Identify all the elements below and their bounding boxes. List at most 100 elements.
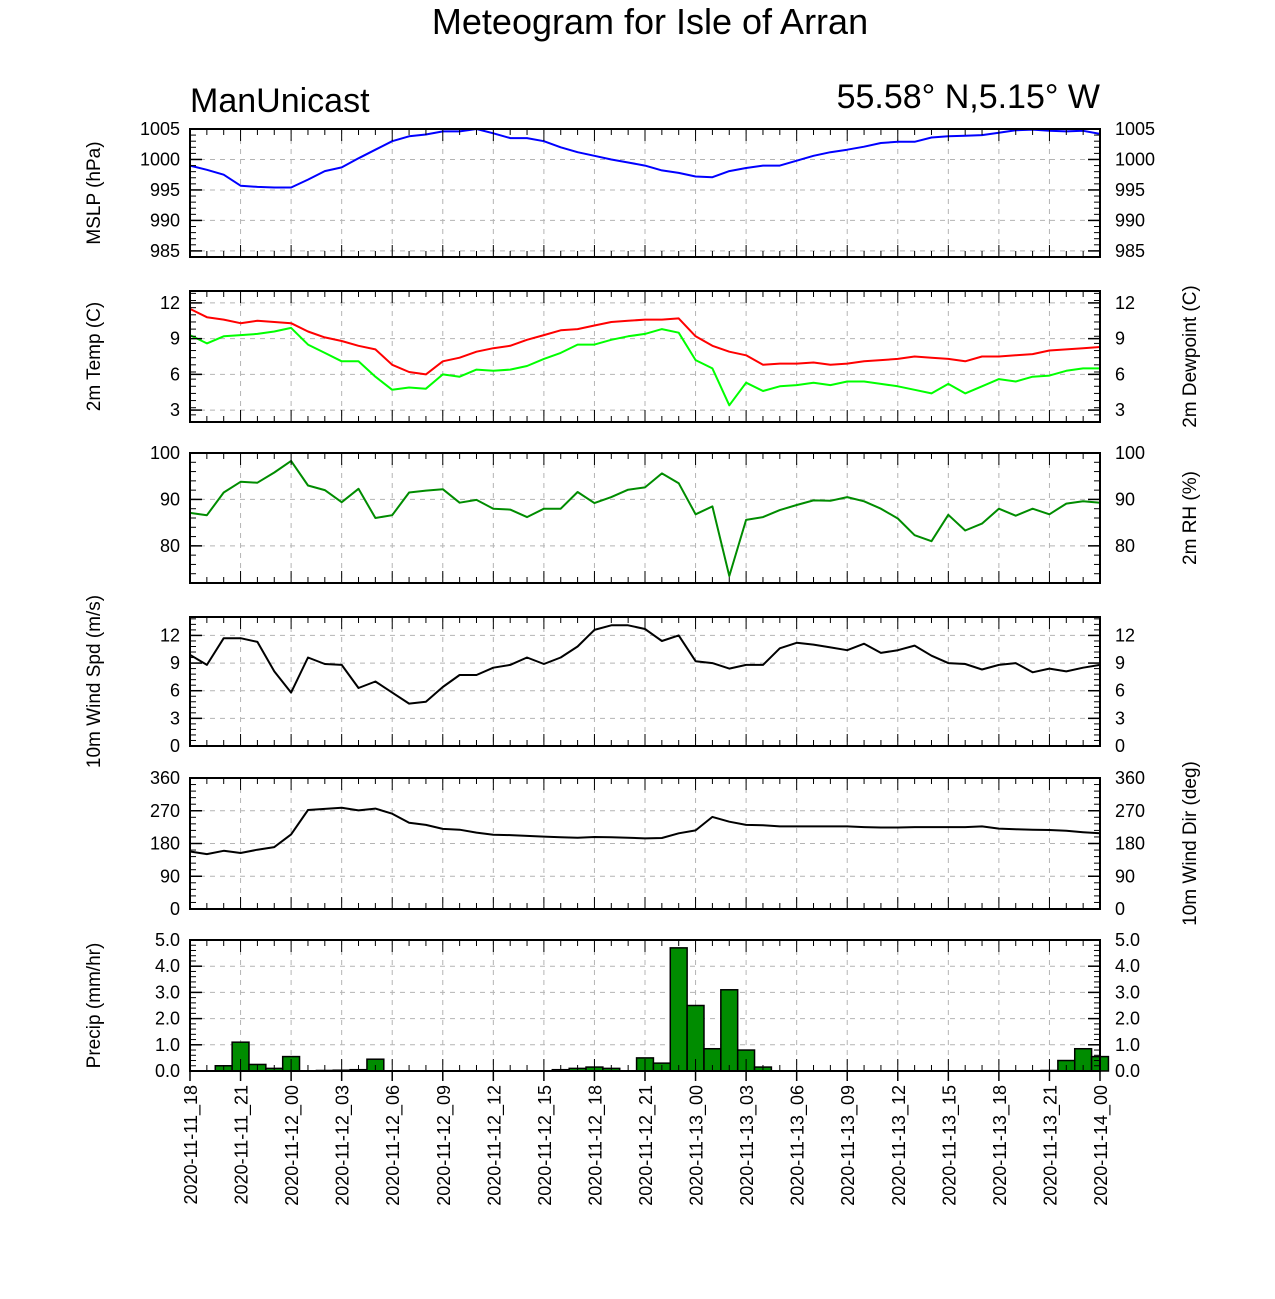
y-tick-label-left: 985 xyxy=(150,241,180,261)
y-tick-label-left: 1.0 xyxy=(155,1035,180,1055)
y-tick-label-left: 990 xyxy=(150,210,180,230)
y-tick-label-left: 2.0 xyxy=(155,1009,180,1029)
y-tick-label-left: 6 xyxy=(170,364,180,384)
y-tick-label-right: 985 xyxy=(1115,241,1145,261)
x-tick-label: 2020-11-12_21 xyxy=(636,1085,657,1206)
y-tick-label-left: 180 xyxy=(150,834,180,854)
y-tick-label-right: 5.0 xyxy=(1115,930,1140,950)
y-tick-label-left: 6 xyxy=(170,681,180,701)
y-tick-label-left: 360 xyxy=(150,768,180,788)
y-tick-label-left: 90 xyxy=(160,489,180,509)
y-tick-label-right: 100 xyxy=(1115,443,1145,463)
x-tick-label: 2020-11-13_06 xyxy=(788,1085,809,1206)
y-tick-label-left: 9 xyxy=(170,653,180,673)
y-tick-label-right: 0 xyxy=(1115,899,1125,919)
y-tick-label-left: 9 xyxy=(170,329,180,349)
x-tick-label: 2020-11-12_09 xyxy=(434,1085,455,1206)
panel-mslp: 985 985 990 990 995 995 1000 1000 1005 1005 MSLP (… xyxy=(84,119,1155,261)
y-tick-label-left: 100 xyxy=(150,443,180,463)
y-tick-label-right: 2.0 xyxy=(1115,1009,1140,1029)
y-tick-label-right: 0.0 xyxy=(1115,1061,1140,1081)
y-tick-label-right: 1005 xyxy=(1115,119,1155,139)
y-tick-label-right: 9 xyxy=(1115,653,1125,673)
y-tick-label-right: 9 xyxy=(1115,329,1125,349)
y-tick-label-right: 4.0 xyxy=(1115,956,1140,976)
panel-wdir: 0 0 90 90 180 180 270 270 360 360 10m Wind Dir (de… xyxy=(150,761,1201,926)
x-tick-label: 2020-11-13_12 xyxy=(889,1085,910,1206)
y-tick-label-left: 1000 xyxy=(140,149,180,169)
y-tick-label-right: 1.0 xyxy=(1115,1035,1140,1055)
panel-temp: 3 3 6 6 9 9 12 12 2m Temp (C) 2m Dewpoint (C) xyxy=(84,285,1201,428)
y-tick-label-right: 360 xyxy=(1115,768,1145,788)
precip-bar xyxy=(669,947,688,1072)
y-tick-label-right: 80 xyxy=(1115,536,1135,556)
y-tick-label-right: 6 xyxy=(1115,364,1125,384)
x-tick-label: 2020-11-13_03 xyxy=(737,1085,758,1206)
x-tick-label: 2020-11-11_21 xyxy=(232,1085,253,1204)
location-label: 55.58° N,5.15° W xyxy=(837,78,1100,116)
x-tick-label: 2020-11-12_18 xyxy=(585,1085,606,1206)
x-tick-label: 2020-11-12_03 xyxy=(333,1085,354,1206)
y-tick-label-left: 0 xyxy=(170,899,180,919)
temp-series-line-0 xyxy=(189,308,1101,376)
y-tick-label-left: 0.0 xyxy=(155,1061,180,1081)
panel-wspd: 0 0 3 3 6 6 9 9 12 12 10m Wind Spd (m/s) xyxy=(84,595,1135,768)
x-tick-label: 2020-11-11_18 xyxy=(181,1085,202,1204)
y-axis-label-left: MSLP (hPa) xyxy=(84,141,105,244)
chart-title: Meteogram for Isle of Arran xyxy=(432,1,868,42)
y-tick-label-left: 995 xyxy=(150,180,180,200)
y-tick-label-right: 995 xyxy=(1115,180,1145,200)
panel-rh: 80 80 90 90 100 100 2m RH (%) xyxy=(150,443,1201,584)
y-axis-label-left: Precip (mm/hr) xyxy=(84,943,105,1069)
model-label: ManUnicast xyxy=(190,82,370,120)
y-tick-label-left: 90 xyxy=(160,866,180,886)
x-tick-label: 2020-11-13_00 xyxy=(687,1085,708,1206)
y-tick-label-left: 5.0 xyxy=(155,930,180,950)
y-tick-label-right: 12 xyxy=(1115,293,1135,313)
x-tick-label: 2020-11-12_15 xyxy=(535,1085,556,1206)
y-tick-label-right: 3 xyxy=(1115,708,1125,728)
y-tick-label-right: 1000 xyxy=(1115,149,1155,169)
panel-precip: 0.0 0.0 1.0 1.0 2.0 2.0 3.0 3.0 4.0 4.0 5.0 5.0 Prec… xyxy=(84,930,1140,1081)
wdir-series-line-0 xyxy=(189,806,1101,856)
y-tick-label-right: 180 xyxy=(1115,834,1145,854)
y-tick-label-right: 0 xyxy=(1115,736,1125,756)
y-tick-label-left: 3 xyxy=(170,708,180,728)
y-tick-label-left: 0 xyxy=(170,736,180,756)
y-tick-label-right: 90 xyxy=(1115,866,1135,886)
y-tick-label-left: 4.0 xyxy=(155,956,180,976)
precip-bar xyxy=(720,989,739,1072)
y-tick-label-right: 3.0 xyxy=(1115,982,1140,1002)
x-tick-label: 2020-11-12_06 xyxy=(383,1085,404,1206)
y-tick-label-left: 12 xyxy=(160,625,180,645)
y-tick-label-right: 3 xyxy=(1115,400,1125,420)
x-tick-label: 2020-11-12_00 xyxy=(282,1085,303,1206)
x-tick-label: 2020-11-12_12 xyxy=(484,1085,505,1206)
y-tick-label-right: 90 xyxy=(1115,489,1135,509)
y-tick-label-left: 3 xyxy=(170,400,180,420)
x-tick-label: 2020-11-13_15 xyxy=(939,1085,960,1206)
x-tick-label: 2020-11-13_09 xyxy=(838,1085,859,1206)
y-tick-label-right: 6 xyxy=(1115,681,1125,701)
y-tick-label-left: 270 xyxy=(150,801,180,821)
y-tick-label-left: 80 xyxy=(160,536,180,556)
temp-series-line-1 xyxy=(189,326,1100,407)
y-tick-label-right: 12 xyxy=(1115,625,1135,645)
x-tick-label: 2020-11-13_18 xyxy=(990,1085,1011,1206)
x-tick-label: 2020-11-13_21 xyxy=(1040,1085,1061,1206)
y-axis-label-right: 10m Wind Dir (deg) xyxy=(1180,761,1201,926)
x-axis: 2020-11-11_18 2020-11-11_21 2020-11-12_00 2… xyxy=(181,1085,1112,1206)
y-tick-label-left: 1005 xyxy=(140,119,180,139)
y-tick-label-right: 990 xyxy=(1115,210,1145,230)
rh-series-line-0 xyxy=(189,459,1101,577)
y-tick-label-left: 12 xyxy=(160,293,180,313)
y-axis-label-left: 2m Temp (C) xyxy=(84,302,105,411)
y-axis-label-right: 2m Dewpoint (C) xyxy=(1180,285,1201,428)
y-axis-label-left: 10m Wind Spd (m/s) xyxy=(84,595,105,768)
x-tick-label: 2020-11-14_00 xyxy=(1091,1085,1112,1206)
y-tick-label-right: 270 xyxy=(1115,801,1145,821)
y-axis-label-right: 2m RH (%) xyxy=(1180,471,1201,565)
y-tick-label-left: 3.0 xyxy=(155,982,180,1002)
